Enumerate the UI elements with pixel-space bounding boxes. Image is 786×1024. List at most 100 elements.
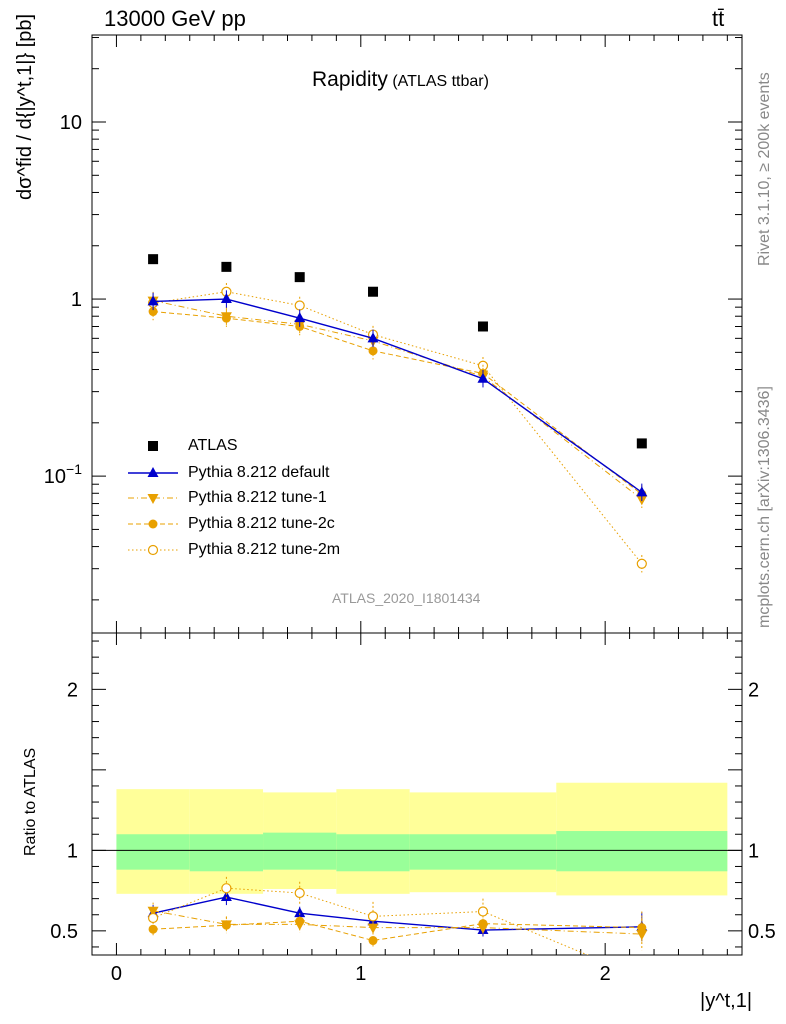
ratio-point-4-0 bbox=[147, 912, 159, 924]
ratio-point-3-0 bbox=[148, 924, 158, 934]
ratio-point-4-1 bbox=[221, 883, 232, 894]
ratio-y-tick-label-left: 0.5 bbox=[50, 921, 78, 943]
band-outer-1 bbox=[189, 789, 264, 894]
data-point-1-2 bbox=[294, 312, 306, 323]
x-tick-label: 0 bbox=[111, 963, 122, 985]
y-axis-label-ratio: Ratio to ATLAS bbox=[22, 747, 39, 856]
legend-label-tune-1: Pythia 8.212 tune-1 bbox=[188, 489, 327, 506]
band-inner-0 bbox=[116, 834, 190, 870]
legend-label-tune-2m: Pythia 8.212 tune-2m bbox=[188, 541, 341, 558]
legend-marker-4 bbox=[147, 544, 159, 556]
ratio-point-4-2 bbox=[294, 887, 305, 899]
ratio-line-1 bbox=[152, 896, 642, 931]
chart-subtitle: (ATLAS ttbar) bbox=[392, 73, 489, 90]
chart-title-block: Rapidity (ATLAS ttbar) bbox=[312, 68, 489, 92]
ratio-point-1-5 bbox=[636, 920, 648, 931]
data-point-4-3 bbox=[367, 329, 379, 340]
ratio-point-1-1 bbox=[220, 891, 232, 902]
data-point-3-4 bbox=[478, 368, 488, 378]
ratio-point-2-4 bbox=[477, 923, 489, 934]
ratio-y-tick-label-right: 0.5 bbox=[748, 921, 776, 943]
data-point-2-2 bbox=[294, 320, 306, 331]
band-outer-3 bbox=[336, 789, 410, 894]
ratio-point-2-1 bbox=[220, 920, 232, 931]
data-point-0-1 bbox=[221, 261, 232, 272]
ratio-point-4-5 bbox=[637, 973, 646, 982]
data-point-0-3 bbox=[368, 286, 379, 297]
ratio-point-2-0 bbox=[147, 906, 159, 917]
ratio-line-3 bbox=[153, 920, 642, 942]
ratio-point-1-2 bbox=[294, 907, 306, 918]
ratio-point-2-3 bbox=[367, 923, 379, 934]
band-outer-2 bbox=[263, 792, 337, 889]
band-outer-4 bbox=[409, 792, 557, 893]
ratio-point-3-2 bbox=[295, 916, 305, 926]
data-point-3-0 bbox=[148, 307, 158, 317]
ratio-point-3-5 bbox=[637, 923, 647, 933]
ratio-y-tick-label-right: 2 bbox=[748, 679, 759, 701]
band-inner-1 bbox=[189, 834, 264, 872]
ratio-point-2-2 bbox=[294, 920, 306, 931]
data-point-1-4 bbox=[477, 372, 489, 383]
ratio-line-4 bbox=[152, 887, 589, 955]
y-axis-label-top: dσ^fid / d{|y^t,1|} [pb] bbox=[14, 13, 36, 200]
data-point-3-5 bbox=[637, 489, 647, 499]
rivet-label: Rivet 3.1.10, ≥ 200k events bbox=[756, 72, 773, 266]
data-point-4-4 bbox=[477, 360, 489, 371]
legend-marker-3 bbox=[148, 519, 158, 529]
ratio-line-2 bbox=[152, 910, 642, 935]
ratio-panel-frame bbox=[91, 632, 743, 956]
ratio-point-1-4 bbox=[477, 924, 489, 935]
data-point-1-3 bbox=[367, 332, 379, 343]
data-point-2-5 bbox=[636, 495, 648, 506]
data-point-1-1 bbox=[220, 293, 232, 304]
data-point-2-0 bbox=[147, 296, 159, 307]
data-point-4-2 bbox=[294, 300, 305, 311]
data-point-2-1 bbox=[220, 312, 232, 323]
process-label: tt̄ bbox=[712, 6, 725, 31]
data-point-3-2 bbox=[295, 321, 305, 331]
legend-marker-1 bbox=[147, 467, 159, 477]
energy-label: 13000 GeV pp bbox=[104, 6, 246, 31]
legend-label-atlas: ATLAS bbox=[188, 437, 238, 454]
legend-label-tune-2c: Pythia 8.212 tune-2c bbox=[188, 515, 335, 532]
data-point-3-1 bbox=[221, 313, 231, 323]
x-axis-label: |y^t,1| bbox=[700, 990, 753, 1012]
ratio-point-4-4 bbox=[477, 906, 489, 917]
data-point-2-4 bbox=[477, 372, 489, 383]
data-point-0-4 bbox=[477, 321, 488, 332]
ratio-point-3-3 bbox=[368, 936, 378, 946]
x-tick-label: 2 bbox=[600, 963, 611, 985]
band-inner-2 bbox=[263, 832, 337, 870]
ratio-y-tick-label-left: 2 bbox=[67, 679, 78, 701]
ratio-point-3-1 bbox=[221, 920, 231, 930]
ratio-y-tick-label-right: 1 bbox=[748, 840, 759, 862]
band-inner-4 bbox=[409, 834, 557, 870]
data-point-4-0 bbox=[147, 297, 159, 309]
legend-label-default: Pythia 8.212 default bbox=[188, 464, 330, 481]
band-outer-5 bbox=[556, 782, 728, 896]
data-point-0-0 bbox=[148, 254, 159, 265]
ratio-point-2-5 bbox=[636, 930, 648, 941]
y-tick-label: 10−1 bbox=[44, 461, 82, 488]
ratio-point-4-3 bbox=[367, 911, 379, 922]
band-outer-0 bbox=[116, 789, 190, 894]
data-point-1-5 bbox=[636, 486, 648, 497]
ratio-point-3-4 bbox=[478, 919, 488, 929]
data-point-1-0 bbox=[147, 295, 159, 306]
data-point-4-1 bbox=[221, 286, 232, 297]
band-inner-3 bbox=[336, 834, 410, 872]
data-point-0-2 bbox=[294, 272, 305, 283]
data-point-3-3 bbox=[368, 346, 378, 356]
ratio-y-tick-label-left: 1 bbox=[67, 840, 78, 862]
data-point-0-5 bbox=[636, 438, 647, 449]
mcplots-label: mcplots.cern.ch [arXiv:1306.3436] bbox=[756, 386, 773, 628]
legend-marker-0 bbox=[148, 441, 158, 451]
ratio-point-1-0 bbox=[147, 907, 159, 918]
data-point-4-5 bbox=[636, 558, 647, 569]
y-tick-label: 10 bbox=[60, 112, 82, 134]
legend-marker-2 bbox=[147, 494, 159, 504]
x-tick-label: 1 bbox=[355, 963, 366, 985]
band-inner-5 bbox=[556, 831, 728, 872]
data-point-2-3 bbox=[367, 336, 379, 347]
